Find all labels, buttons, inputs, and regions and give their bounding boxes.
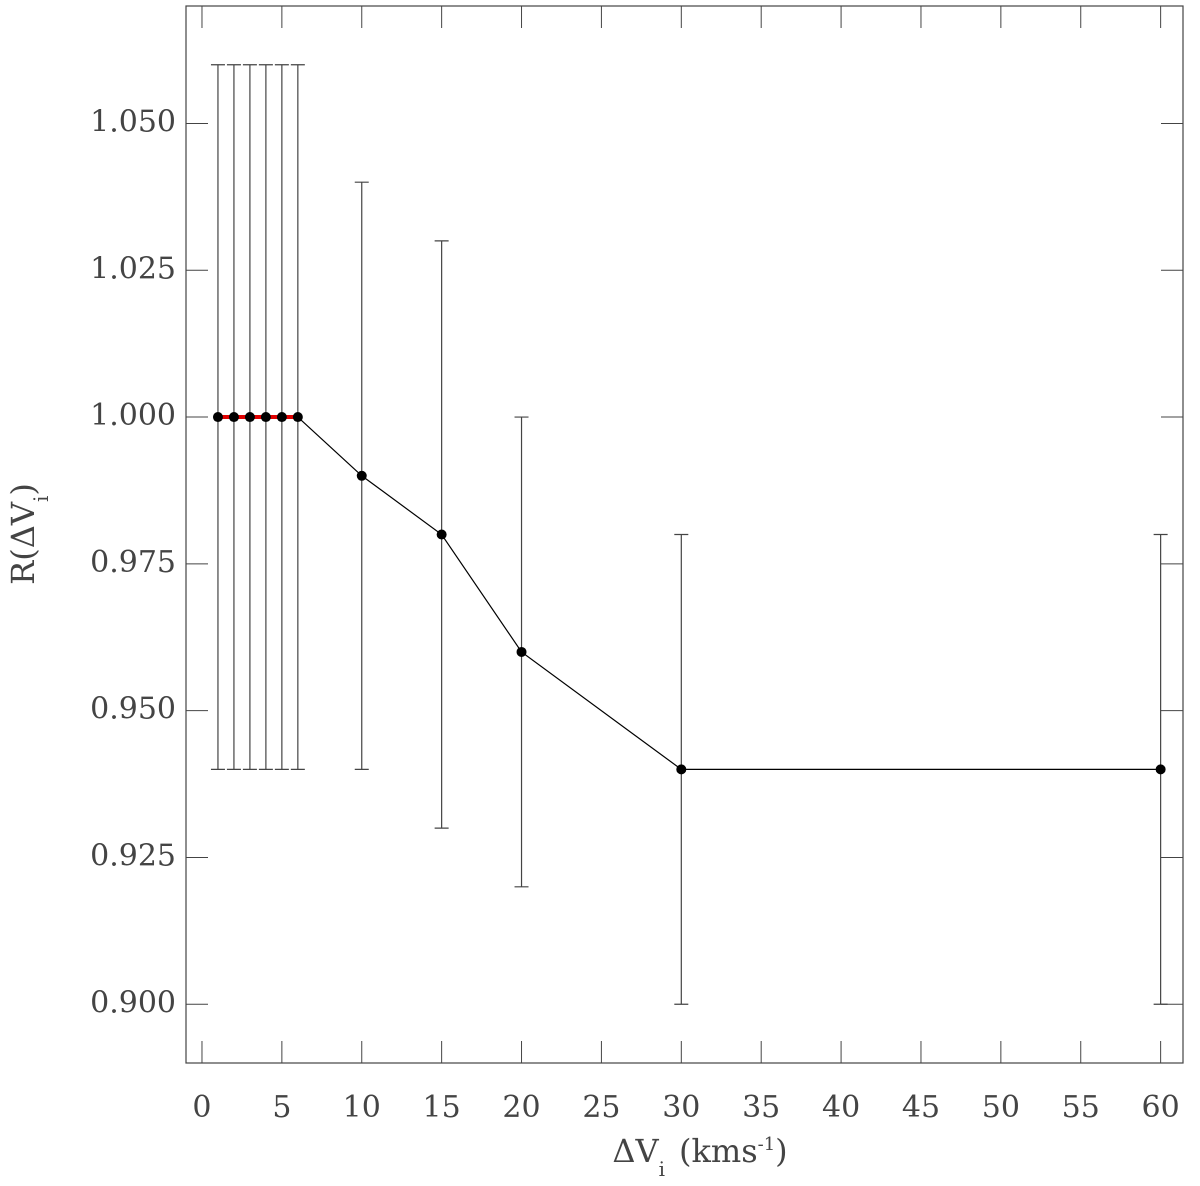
x-label-subscript: i <box>659 1157 665 1181</box>
x-tick-label: 15 <box>423 1090 461 1125</box>
x-label-unit: (kms <box>679 1132 758 1170</box>
x-tick-label: 45 <box>902 1090 940 1125</box>
x-tick-label: 25 <box>582 1090 620 1125</box>
data-point <box>1155 764 1166 775</box>
x-tick-label: 5 <box>272 1090 291 1125</box>
data-point <box>516 646 527 657</box>
x-tick-label: 35 <box>742 1090 780 1125</box>
y-axis-label: R(ΔVi) <box>4 483 53 585</box>
x-tick-label: 30 <box>662 1090 700 1125</box>
data-point <box>212 412 223 423</box>
data-point <box>292 412 303 423</box>
x-tick-label: 0 <box>192 1090 211 1125</box>
y-tick-label: 0.925 <box>90 838 176 873</box>
data-point <box>356 470 367 481</box>
x-axis-label: ΔVi (kms-1) <box>612 1132 787 1181</box>
plot-frame <box>185 5 1184 1064</box>
x-tick-label: 10 <box>343 1090 381 1125</box>
y-tick-label: 0.900 <box>90 985 176 1020</box>
data-point <box>276 412 287 423</box>
data-point <box>676 764 687 775</box>
x-tick-label: 55 <box>1062 1090 1100 1125</box>
x-tick-label: 60 <box>1142 1090 1180 1125</box>
y-tick-label: 1.025 <box>90 251 176 286</box>
x-tick-label: 50 <box>982 1090 1020 1125</box>
y-tick-label: 0.950 <box>90 692 176 727</box>
data-point <box>244 412 255 423</box>
x-label-superscript: -1 <box>758 1134 776 1155</box>
y-tick-label: 1.050 <box>90 104 176 139</box>
y-tick-label: 1.000 <box>90 398 176 433</box>
x-tick-label: 20 <box>502 1090 540 1125</box>
data-point <box>228 412 239 423</box>
data-point <box>436 529 447 540</box>
series-line <box>217 416 1161 770</box>
x-label-close: ) <box>775 1132 787 1170</box>
x-tick-label: 40 <box>822 1090 860 1125</box>
y-label-close: ) <box>4 483 42 495</box>
data-point <box>260 412 271 423</box>
y-label-main: R(ΔV <box>4 501 42 585</box>
y-label-subscript: i <box>29 496 53 502</box>
y-tick-label: 0.975 <box>90 545 176 580</box>
x-label-main: ΔV <box>612 1132 659 1170</box>
